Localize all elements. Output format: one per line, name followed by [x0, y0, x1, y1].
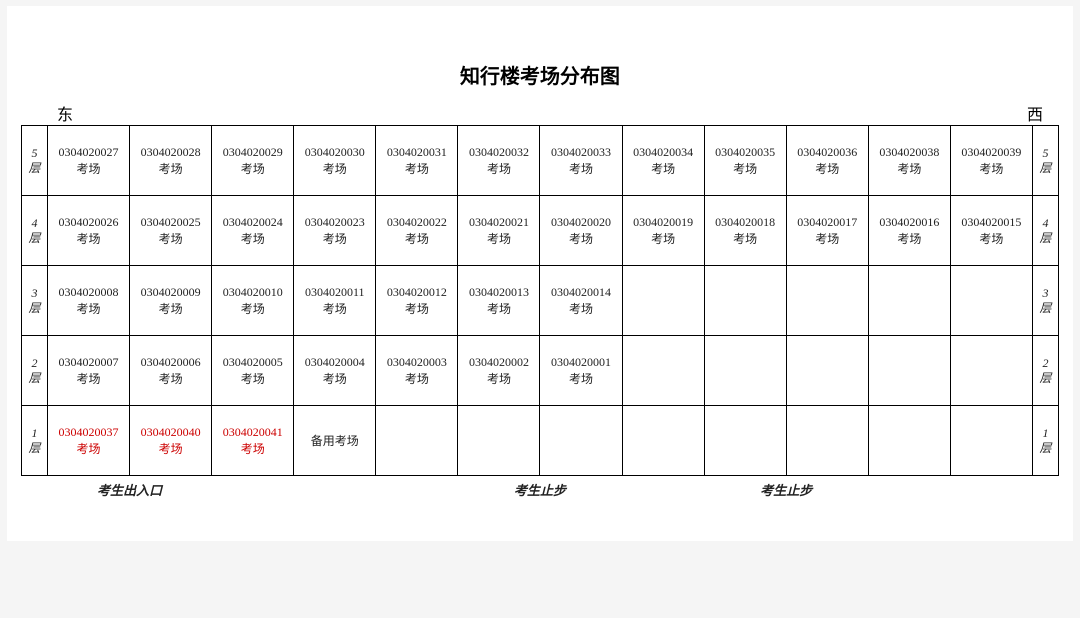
floorplan-table: 5层0304020027考场0304020028考场0304020029考场03…: [21, 125, 1059, 501]
room-cell: 0304020034考场: [622, 126, 704, 196]
room-cell: 0304020027考场: [48, 126, 130, 196]
floor-label-left: 3层: [22, 266, 48, 336]
note-entrance: 考生出入口: [48, 476, 212, 502]
note-spacer: [212, 476, 458, 502]
room-cell: 0304020031考场: [376, 126, 458, 196]
floor-label-left: 1层: [22, 406, 48, 476]
empty-cell: [704, 406, 786, 476]
room-cell: 0304020036考场: [786, 126, 868, 196]
note-spacer: [868, 476, 1058, 502]
room-cell: 0304020014考场: [540, 266, 622, 336]
floor-row-f3: 3层0304020008考场0304020009考场0304020010考场03…: [22, 266, 1059, 336]
room-cell: 0304020039考场: [950, 126, 1032, 196]
notes-row: 考生出入口 考生止步 考生止步: [22, 476, 1059, 502]
floor-label-right: 3层: [1032, 266, 1058, 336]
empty-cell: [704, 336, 786, 406]
note-spacer: [22, 476, 48, 502]
room-cell: 0304020007考场: [48, 336, 130, 406]
room-cell: 0304020029考场: [212, 126, 294, 196]
note-spacer: [622, 476, 704, 502]
empty-cell: [786, 266, 868, 336]
room-cell: 0304020041考场: [212, 406, 294, 476]
floor-row-f4: 4层0304020026考场0304020025考场0304020024考场03…: [22, 196, 1059, 266]
backup-room-cell: 备用考场: [294, 406, 376, 476]
empty-cell: [786, 336, 868, 406]
room-cell: 0304020009考场: [130, 266, 212, 336]
room-cell: 0304020022考场: [376, 196, 458, 266]
room-cell: 0304020017考场: [786, 196, 868, 266]
floor-label-right: 5层: [1032, 126, 1058, 196]
floor-label-left: 4层: [22, 196, 48, 266]
empty-cell: [950, 336, 1032, 406]
floor-row-f5: 5层0304020027考场0304020028考场0304020029考场03…: [22, 126, 1059, 196]
direction-west: 西: [1027, 101, 1043, 125]
room-cell: 0304020030考场: [294, 126, 376, 196]
room-cell: 0304020033考场: [540, 126, 622, 196]
room-cell: 0304020021考场: [458, 196, 540, 266]
empty-cell: [868, 266, 950, 336]
page-title: 知行楼考场分布图: [21, 60, 1059, 89]
empty-cell: [950, 406, 1032, 476]
room-cell: 0304020001考场: [540, 336, 622, 406]
room-cell: 0304020037考场: [48, 406, 130, 476]
direction-row: 东 西: [21, 101, 1059, 125]
room-cell: 0304020032考场: [458, 126, 540, 196]
floor-label-right: 2层: [1032, 336, 1058, 406]
floor-row-f1: 1层0304020037考场0304020040考场0304020041考场备用…: [22, 406, 1059, 476]
room-cell: 0304020012考场: [376, 266, 458, 336]
room-cell: 0304020005考场: [212, 336, 294, 406]
room-cell: 0304020019考场: [622, 196, 704, 266]
room-cell: 0304020011考场: [294, 266, 376, 336]
room-cell: 0304020028考场: [130, 126, 212, 196]
floor-label-left: 2层: [22, 336, 48, 406]
empty-cell: [376, 406, 458, 476]
floor-label-right: 1层: [1032, 406, 1058, 476]
empty-cell: [622, 406, 704, 476]
room-cell: 0304020010考场: [212, 266, 294, 336]
room-cell: 0304020013考场: [458, 266, 540, 336]
empty-cell: [622, 266, 704, 336]
room-cell: 0304020006考场: [130, 336, 212, 406]
room-cell: 0304020025考场: [130, 196, 212, 266]
room-cell: 0304020038考场: [868, 126, 950, 196]
empty-cell: [458, 406, 540, 476]
room-cell: 0304020015考场: [950, 196, 1032, 266]
room-cell: 0304020002考场: [458, 336, 540, 406]
room-cell: 0304020018考场: [704, 196, 786, 266]
room-cell: 0304020004考场: [294, 336, 376, 406]
floor-row-f2: 2层0304020007考场0304020006考场0304020005考场03…: [22, 336, 1059, 406]
room-cell: 0304020003考场: [376, 336, 458, 406]
empty-cell: [950, 266, 1032, 336]
room-cell: 0304020024考场: [212, 196, 294, 266]
floor-label-right: 4层: [1032, 196, 1058, 266]
empty-cell: [622, 336, 704, 406]
room-cell: 0304020035考场: [704, 126, 786, 196]
empty-cell: [704, 266, 786, 336]
page-container: 知行楼考场分布图 东 西 5层0304020027考场0304020028考场0…: [7, 6, 1073, 541]
empty-cell: [540, 406, 622, 476]
room-cell: 0304020040考场: [130, 406, 212, 476]
room-cell: 0304020026考场: [48, 196, 130, 266]
direction-east: 东: [57, 101, 73, 125]
empty-cell: [868, 336, 950, 406]
room-cell: 0304020016考场: [868, 196, 950, 266]
floor-label-left: 5层: [22, 126, 48, 196]
empty-cell: [868, 406, 950, 476]
room-cell: 0304020008考场: [48, 266, 130, 336]
room-cell: 0304020020考场: [540, 196, 622, 266]
empty-cell: [786, 406, 868, 476]
room-cell: 0304020023考场: [294, 196, 376, 266]
note-stop-2: 考生止步: [704, 476, 868, 502]
note-stop-1: 考生止步: [458, 476, 622, 502]
